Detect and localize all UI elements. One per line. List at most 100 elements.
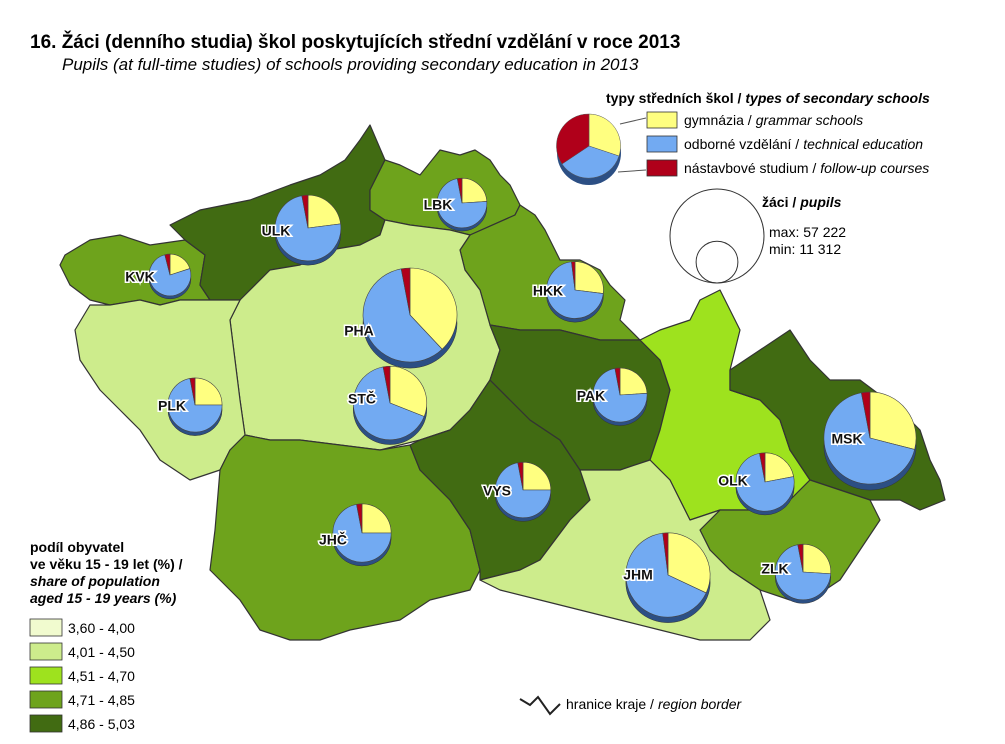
- pie-slice: [774, 544, 832, 601]
- pie-slice: [189, 377, 196, 406]
- size-legend-max-label: max: 57 222: [769, 224, 846, 240]
- pie-slice: [409, 267, 458, 350]
- pie-slice: [164, 253, 171, 276]
- class-label: 4,51 - 4,70: [68, 668, 135, 684]
- pie-slice: [362, 268, 443, 363]
- region-code: STČ: [348, 390, 376, 407]
- pie-legend-item: gymnázia / grammar schools: [684, 112, 863, 128]
- pie-slice: [546, 261, 604, 319]
- pie-slice: [307, 194, 341, 229]
- class-legend-title: podíl obyvatel: [30, 539, 124, 555]
- pie-slice: [735, 453, 795, 512]
- region-code: HKK: [533, 283, 563, 299]
- pie-slice: [494, 462, 552, 519]
- pie-slice: [148, 254, 192, 297]
- region-pie: [546, 261, 604, 323]
- pie-legend-item-cz: gymnázia /: [684, 112, 752, 128]
- pie-slice: [625, 532, 707, 618]
- pie-legend-item: odborné vzdělání / technical education: [684, 136, 923, 152]
- region-code: VYS: [483, 483, 511, 499]
- size-legend-title: žáci / pupils: [762, 194, 842, 210]
- region-code: MSK: [831, 431, 862, 447]
- pie-slice: [167, 378, 223, 433]
- region-code: KVK: [125, 269, 155, 285]
- region: [74, 299, 246, 481]
- pie-slice: [194, 377, 223, 406]
- region-code: OLK: [718, 473, 748, 489]
- pie-legend-item-en: follow-up courses: [820, 160, 929, 176]
- pie-slice: [797, 543, 804, 573]
- pie-slice: [802, 543, 832, 575]
- legend-swatch: [646, 111, 678, 129]
- region-pie: [148, 253, 192, 300]
- region-pie: [494, 461, 552, 522]
- size-legend-min-label: min: 11 312: [769, 241, 841, 257]
- subtitle: Pupils (at full-time studies) of schools…: [62, 55, 639, 74]
- pie-slice: [352, 366, 425, 441]
- class-swatch: [29, 690, 63, 709]
- pie-slice: [301, 194, 309, 229]
- pie-slice: [574, 261, 604, 294]
- pie-slice: [759, 452, 766, 483]
- pie-legend-item-cz: odborné vzdělání /: [684, 136, 799, 152]
- region-code: JHČ: [319, 531, 347, 548]
- size-legend-title-cz: žáci /: [762, 194, 796, 210]
- legend-pie-symbol: [556, 113, 647, 185]
- region-pie: [167, 377, 223, 436]
- region-pie: [625, 532, 711, 623]
- region-pie: [274, 194, 342, 266]
- border-legend-en: region border: [658, 696, 743, 712]
- pie-slice: [461, 177, 488, 204]
- pies: KVK ULK LBK HKK PHA STČ PLK JHČ VYS PAK OLK MSK ZLK J…: [124, 177, 917, 623]
- pie-slice: [436, 178, 488, 229]
- pie-legend-item-cz: nástavbové studium /: [684, 160, 816, 176]
- region-pie: [352, 365, 428, 445]
- region-pie: [823, 391, 917, 491]
- pie-legend-item-en: grammar schools: [756, 112, 863, 128]
- border-legend: hranice kraje / region border: [566, 696, 743, 712]
- pie-slice: [456, 177, 463, 204]
- class-label: 4,71 - 4,85: [68, 692, 135, 708]
- region-code: LBK: [424, 197, 453, 213]
- pie-slice: [764, 452, 794, 483]
- pie-slice: [356, 503, 363, 534]
- pie-slice: [571, 261, 576, 291]
- pie-slice: [662, 532, 669, 576]
- class-swatch: [29, 618, 63, 637]
- pie-slice: [869, 391, 917, 450]
- region-pie: [774, 543, 832, 604]
- pie-slice: [400, 267, 411, 316]
- pie-slice: [823, 392, 915, 485]
- class-label: 3,60 - 4,00: [68, 620, 135, 636]
- region-code: PLK: [158, 398, 186, 414]
- pie-slice: [389, 365, 428, 417]
- pie-slice: [614, 367, 621, 396]
- class-legend-title: share of population: [30, 573, 160, 589]
- pie-legend-item-en: technical education: [803, 136, 923, 152]
- class-label: 4,86 - 5,03: [68, 716, 135, 732]
- pie-legend-item: nástavbové studium / follow-up courses: [684, 160, 929, 176]
- title: 16. Žáci (denního studia) škol poskytují…: [30, 31, 680, 53]
- pie-legend-title-cz: typy středních škol /: [606, 90, 741, 106]
- pie-slice: [861, 391, 871, 439]
- region-pie: [735, 452, 795, 516]
- pie-slice: [522, 461, 552, 491]
- pie-slice: [592, 368, 648, 423]
- region-code: ULK: [262, 223, 291, 239]
- class-swatch: [29, 642, 63, 661]
- border-legend-cz: hranice kraje /: [566, 696, 654, 712]
- region-pie: [592, 367, 648, 426]
- legend-swatch: [646, 159, 678, 177]
- class-legend-title: ve věku 15 - 19 let (%) /: [30, 556, 183, 572]
- region-code: JHM: [623, 567, 653, 583]
- pie-slice: [667, 532, 711, 594]
- legend-swatch: [646, 135, 678, 153]
- region-code: PHA: [344, 323, 374, 339]
- region-pie: [436, 177, 488, 232]
- class-label: 4,01 - 4,50: [68, 644, 135, 660]
- pie-slice: [382, 365, 391, 404]
- pie-slice: [619, 367, 648, 396]
- region-pie: [332, 503, 392, 567]
- size-legend-min: [695, 240, 739, 284]
